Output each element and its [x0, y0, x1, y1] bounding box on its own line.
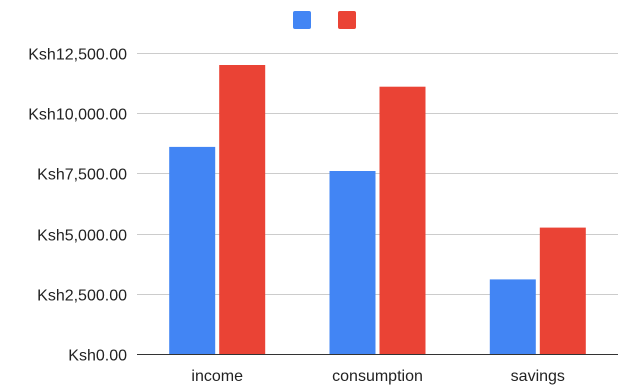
legend-swatch-series-2: [338, 11, 356, 29]
y-tick-label: Ksh0.00: [68, 348, 127, 365]
bar-income-series-2: [219, 65, 266, 354]
bar-savings-series-1: [489, 279, 536, 354]
y-tick-label: Ksh7,500.00: [37, 167, 127, 184]
y-tick-label: Ksh12,500.00: [28, 47, 127, 64]
x-category-label: income: [191, 368, 243, 385]
bar-savings-series-2: [539, 227, 586, 354]
legend-swatch-series-1: [293, 11, 311, 29]
x-category-label: savings: [511, 368, 565, 385]
x-category-label: consumption: [332, 368, 423, 385]
y-tick-label: Ksh2,500.00: [37, 288, 127, 305]
y-tick-label: Ksh10,000.00: [28, 107, 127, 124]
y-tick-label: Ksh5,000.00: [37, 228, 127, 245]
bar-consumption-series-2: [379, 86, 426, 354]
y-axis-tick-labels: Ksh0.00 Ksh2,500.00 Ksh5,000.00 Ksh7,500.00…: [28, 47, 127, 365]
bar-consumption-series-1: [329, 171, 376, 354]
x-axis-category-labels: income consumption savings: [191, 368, 565, 385]
legend: [293, 11, 356, 29]
gridlines: [137, 53, 618, 355]
bars: [169, 65, 586, 354]
bar-income-series-1: [169, 146, 216, 354]
